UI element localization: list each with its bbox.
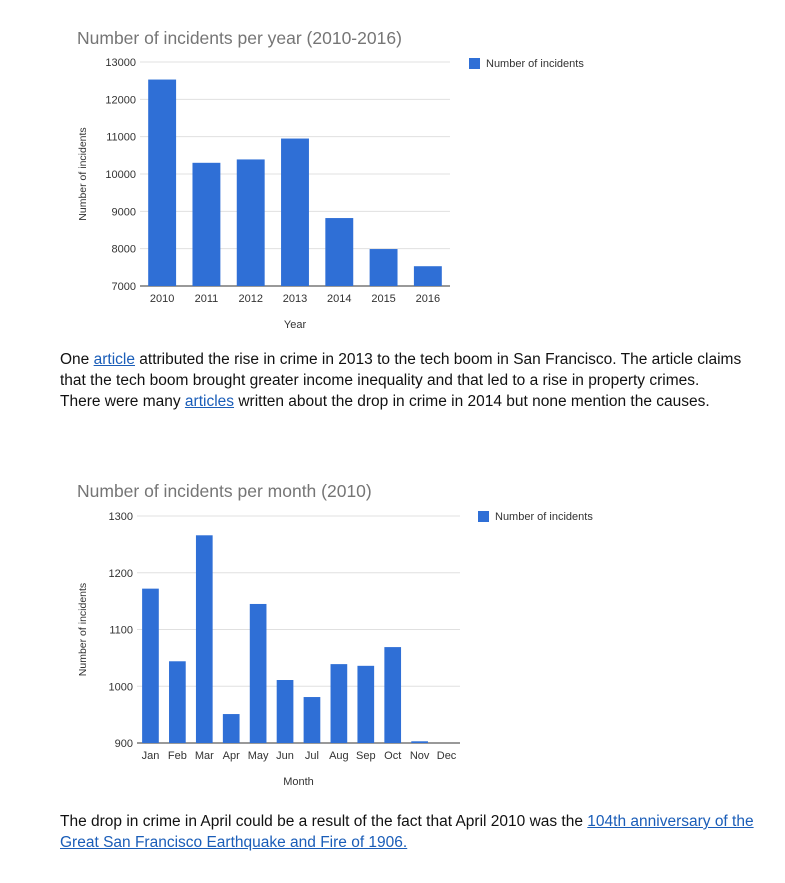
drop-2014-text: There were many articles written about t…	[60, 391, 760, 412]
article-link[interactable]: article	[93, 351, 135, 368]
anniversary-link[interactable]: 104th anniversary of the Great San Franc…	[60, 813, 754, 851]
chart-incidents-per-month: Number of incidents per month (2010) 900 1…	[0, 470, 785, 800]
bar-2016	[413, 266, 442, 286]
commentary-paragraph-april: The drop in crime in April could be a re…	[60, 811, 760, 853]
y-tick-label: 10000	[105, 169, 136, 181]
x-tick-label: 2012	[238, 293, 262, 305]
bar-jun	[276, 680, 294, 743]
x-tick-label: Jul	[305, 750, 319, 762]
bar-2010	[148, 79, 177, 287]
x-tick-label: 2015	[371, 293, 395, 305]
bar-mar	[195, 535, 213, 743]
text-one: One	[60, 351, 90, 368]
y-tick-label: 1000	[109, 681, 133, 693]
x-tick-label: Dec	[437, 750, 457, 762]
chart-incidents-per-year: Number of incidents per year (2010-2016)…	[0, 0, 785, 345]
x-tick-label: 2011	[195, 293, 219, 305]
chart-incidents-per-month-svg: Number of incidents per month (2010) 900 1…	[77, 481, 593, 788]
y-tick-label: 13000	[105, 57, 136, 69]
y-tick-label: 900	[115, 738, 133, 750]
bar-2012	[236, 159, 265, 286]
bar-oct	[384, 647, 402, 743]
x-axis-label: Month	[283, 776, 314, 788]
bar-apr	[222, 714, 240, 743]
articles-link[interactable]: articles	[184, 393, 235, 410]
x-tick-label: Aug	[329, 750, 349, 762]
y-axis-label: Number of incidents	[77, 583, 89, 676]
y-tick-label: 8000	[112, 244, 136, 256]
bar-may	[249, 603, 267, 743]
y-tick-label: 1100	[109, 625, 133, 637]
x-tick-label: 2010	[150, 293, 174, 305]
x-tick-label: Oct	[384, 750, 401, 762]
bar-2011	[192, 162, 221, 286]
april-drop-text-pre: The drop in crime in April could be a re…	[60, 813, 588, 830]
x-tick-label: Mar	[195, 750, 214, 762]
legend-swatch	[478, 511, 489, 522]
x-tick-label: 2016	[416, 293, 440, 305]
bar-jan	[142, 588, 159, 743]
x-axis-label: Year	[284, 319, 307, 331]
x-tick-label: Nov	[410, 750, 430, 762]
bar-jul	[303, 697, 321, 743]
bar-feb	[169, 661, 186, 743]
tech-boom-text-rest: attributed the rise in crime in 2013 to …	[60, 351, 742, 389]
x-tick-label: 2013	[283, 293, 307, 305]
bar-nov	[411, 741, 428, 743]
y-tick-label: 1200	[109, 568, 133, 580]
y-tick-label: 1300	[109, 511, 133, 523]
x-tick-label: May	[248, 750, 269, 762]
y-axis-label: Number of incidents	[77, 127, 89, 220]
y-tick-label: 11000	[106, 132, 136, 144]
x-tick-label: Jun	[276, 750, 294, 762]
chart-title: Number of incidents per year (2010-2016)	[77, 28, 402, 48]
commentary-paragraph-2013-2014: One article attributed the rise in crime…	[60, 349, 760, 412]
chart-title: Number of incidents per month (2010)	[77, 481, 372, 501]
legend-swatch	[469, 58, 480, 69]
tech-boom-text: One article attributed the rise in crime…	[60, 349, 760, 391]
bar-aug	[330, 664, 348, 743]
drop-2014-text-rest: written about the drop in crime in 2014 …	[234, 393, 710, 410]
x-tick-label: Sep	[356, 750, 376, 762]
legend-label: Number of incidents	[486, 58, 584, 70]
bar-sep	[357, 665, 375, 743]
y-tick-label: 12000	[105, 94, 136, 106]
bar-2015	[369, 249, 398, 286]
april-drop-text: The drop in crime in April could be a re…	[60, 811, 760, 853]
bar-2013	[281, 138, 309, 286]
x-tick-label: Jan	[142, 750, 160, 762]
y-tick-label: 7000	[112, 281, 136, 293]
y-tick-label: 9000	[112, 206, 136, 218]
x-tick-label: Apr	[223, 750, 240, 762]
drop-2014-text-pre: There were many	[60, 393, 185, 410]
legend-label: Number of incidents	[495, 511, 593, 523]
x-tick-label: 2014	[327, 293, 351, 305]
chart-incidents-per-year-svg: Number of incidents per year (2010-2016)…	[77, 28, 584, 331]
bar-2014	[325, 218, 354, 286]
x-tick-label: Feb	[168, 750, 187, 762]
